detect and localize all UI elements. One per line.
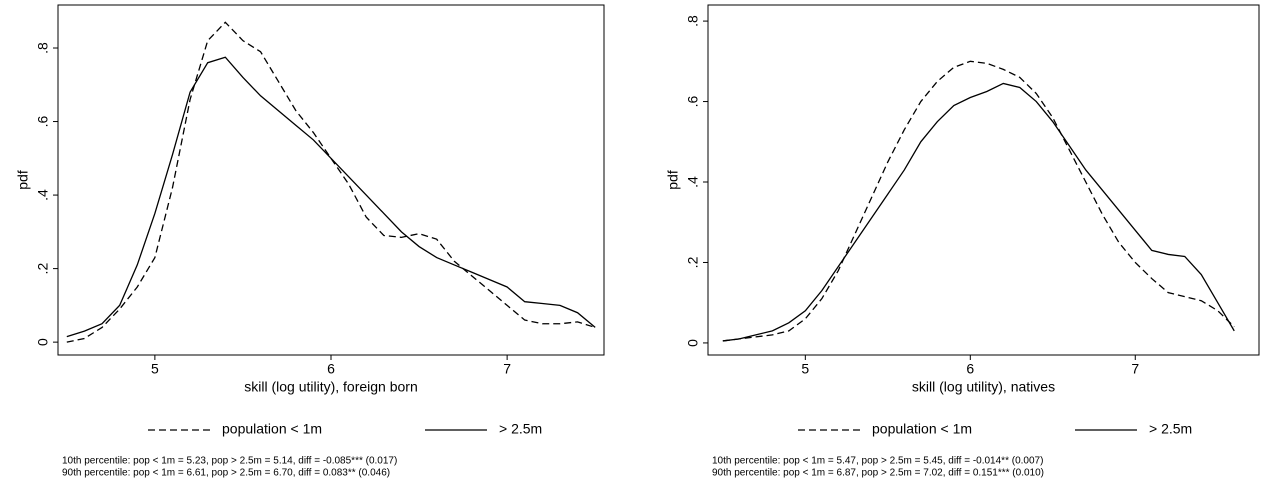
- x-tick-label: 6: [327, 361, 335, 377]
- legend-label: population < 1m: [222, 421, 322, 437]
- x-tick-label: 5: [151, 361, 159, 377]
- y-tick-label: .4: [685, 176, 701, 188]
- y-tick-label: 0: [35, 338, 51, 346]
- footnote: 10th percentile: pop < 1m = 5.23, pop > …: [62, 456, 397, 467]
- y-tick-label: .8: [35, 42, 51, 54]
- footnote: 90th percentile: pop < 1m = 6.61, pop > …: [62, 468, 390, 479]
- y-tick-label: .6: [35, 115, 51, 127]
- x-tick-label: 7: [1131, 361, 1139, 377]
- y-tick-label: .2: [35, 263, 51, 275]
- footnote: 90th percentile: pop < 1m = 6.87, pop > …: [712, 468, 1044, 479]
- plot-frame: [707, 4, 1260, 356]
- x-tick-label: 5: [801, 361, 809, 377]
- y-tick-label: .8: [685, 15, 701, 27]
- y-tick-label: .6: [685, 96, 701, 108]
- footnote: 10th percentile: pop < 1m = 5.47, pop > …: [712, 456, 1043, 467]
- x-axis-title: skill (log utility), natives: [912, 379, 1055, 395]
- plot-frame: [57, 4, 605, 356]
- y-tick-label: .2: [685, 256, 701, 268]
- y-axis-title: pdf: [15, 170, 31, 190]
- y-tick-label: .4: [35, 189, 51, 201]
- y-axis-title: pdf: [665, 170, 681, 190]
- x-tick-label: 6: [966, 361, 974, 377]
- legend-label: > 2.5m: [499, 421, 542, 437]
- x-axis-title: skill (log utility), foreign born: [244, 379, 418, 395]
- legend-label: > 2.5m: [1149, 421, 1192, 437]
- density-line: [722, 60, 1235, 342]
- x-tick-label: 7: [503, 361, 511, 377]
- y-tick-label: 0: [685, 339, 701, 347]
- density-line: [66, 56, 596, 338]
- density-line: [66, 21, 596, 343]
- legend-label: population < 1m: [872, 421, 972, 437]
- density-line: [722, 82, 1235, 342]
